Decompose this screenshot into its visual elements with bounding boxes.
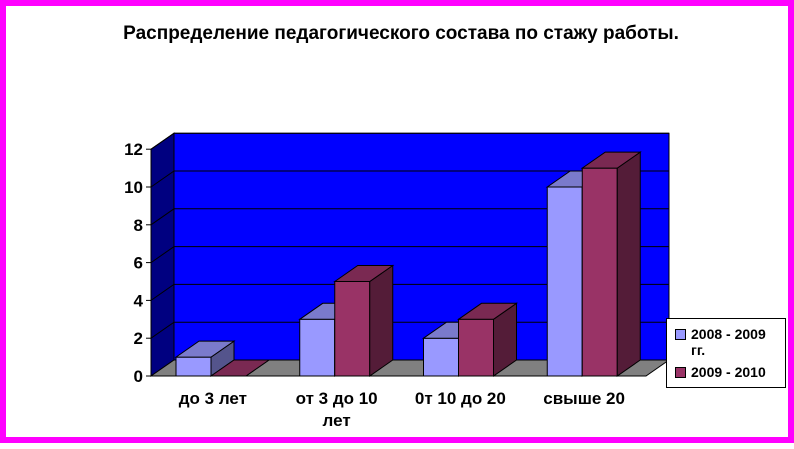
bar-top (580, 151, 642, 169)
bar-front (299, 318, 336, 377)
bar-top (209, 359, 271, 377)
chart-legend: 2008 - 2009 гг. 2009 - 2010 (666, 318, 786, 388)
bar-front (546, 186, 583, 377)
bar (209, 359, 271, 377)
legend-swatch-series-1 (675, 329, 686, 340)
bar-top (456, 302, 519, 320)
x-tick-label: 0т 10 до 20 (415, 389, 506, 408)
bar-side (616, 151, 641, 377)
bar-front (175, 356, 212, 377)
bar-front (458, 318, 494, 377)
y-tick-label: 8 (134, 216, 143, 235)
bar (333, 264, 395, 377)
gridline (150, 283, 669, 301)
chart-title: Распределение педагогического состава по… (123, 23, 679, 44)
chart-y-axis (146, 148, 152, 377)
bar-top (333, 265, 395, 282)
x-tick-label-line: до 3 лет (179, 389, 247, 408)
y-tick-labels: 0 2 4 6 8 10 12 (124, 140, 143, 386)
chart-plot: 0 2 4 6 8 10 12 до 3 лет от 3 до 10 лет 0т 10 до … (124, 132, 671, 430)
gridline (150, 208, 669, 226)
x-tick-label: от 3 до 10 лет (296, 389, 378, 430)
x-tick-label: до 3 лет (179, 389, 247, 408)
x-tick-label-line: 0т 10 до 20 (415, 389, 506, 408)
bar (174, 340, 236, 377)
bar-front (423, 337, 459, 377)
x-tick-labels: до 3 лет от 3 до 10 лет 0т 10 до 20 свыше 20 (179, 389, 625, 430)
gridline (150, 132, 669, 150)
x-tick-label-line: лет (323, 411, 351, 430)
bar-top (174, 340, 236, 358)
x-tick-label: свыше 20 (543, 389, 625, 408)
bar-front (581, 167, 618, 377)
legend-label-series-2: 2009 - 2010 (691, 364, 766, 380)
bar (456, 302, 519, 377)
y-tick-label: 10 (124, 178, 143, 197)
bar-side (369, 264, 394, 377)
gridline (150, 170, 669, 188)
bar (580, 151, 642, 377)
y-tick-label: 2 (134, 329, 143, 348)
gridline (150, 246, 669, 264)
bar-front (334, 281, 371, 377)
y-tick-label: 4 (134, 291, 144, 310)
x-tick-label-line: от 3 до 10 (296, 389, 378, 408)
x-tick-label-line: свыше 20 (543, 389, 625, 408)
y-tick-label: 6 (134, 254, 143, 273)
legend-label-series-1: 2008 - 2009 гг. (691, 326, 766, 358)
chart-bars (174, 151, 642, 377)
y-tick-label: 0 (134, 367, 143, 386)
legend-swatch-series-2 (675, 367, 686, 378)
y-tick-label: 12 (124, 140, 143, 159)
chart-gridlines (150, 132, 669, 339)
